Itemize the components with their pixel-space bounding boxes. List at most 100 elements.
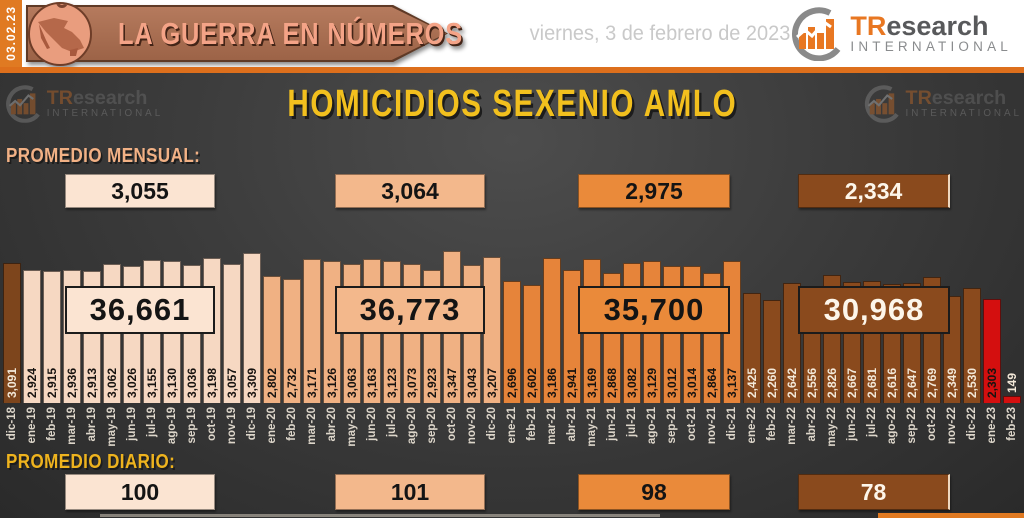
yearly-total-2019: 36,661 [65, 286, 215, 334]
bar [503, 281, 521, 403]
bar-value-label: 2,556 [805, 367, 819, 398]
bar [3, 263, 21, 403]
month-label: oct-21 [686, 407, 698, 441]
month-label: mar-19 [66, 407, 78, 445]
brand-rest: esearch [886, 11, 989, 41]
yearly-total-2022: 30,968 [798, 286, 950, 334]
tresearch-logo: TResearch INTERNATIONAL [784, 6, 1012, 62]
month-label: oct-20 [446, 407, 458, 441]
tresearch-logo-text: TResearch INTERNATIONAL [850, 13, 1012, 55]
monthly-average-label: PROMEDIO MENSUAL: [6, 145, 201, 167]
bar-value-label: 2,802 [265, 367, 279, 398]
bar-value-label: 2,681 [865, 367, 879, 398]
bar-column: 3,091 [2, 251, 22, 403]
month-label: may-21 [586, 407, 598, 447]
daily-avg-2022: 78 [798, 474, 950, 510]
month-label: dic-19 [246, 407, 258, 441]
bar-value-label: 3,063 [345, 367, 359, 398]
month-label: feb-23 [1006, 407, 1018, 441]
month-label: jul-21 [626, 407, 638, 438]
orange-divider [0, 67, 1024, 73]
month-label: abr-21 [566, 407, 578, 442]
bar-column: 2,941 [562, 251, 582, 403]
daily-avg-2019: 100 [65, 474, 215, 510]
month-label: ago-22 [886, 407, 898, 445]
mexico-map-shape [38, 18, 84, 56]
month-label: abr-22 [806, 407, 818, 442]
bar [283, 279, 301, 403]
month-label: jul-22 [866, 407, 878, 438]
bar-value-label: 3,198 [205, 367, 219, 398]
brand-tr: TR [850, 11, 887, 41]
monthly-avg-2020: 3,064 [335, 174, 485, 208]
bar-value-label: 3,012 [665, 367, 679, 398]
tresearch-brand: TResearch [850, 11, 1012, 41]
bar-value-label: 2,826 [825, 367, 839, 398]
month-label: nov-19 [226, 407, 238, 445]
bar-column: 2,696 [502, 251, 522, 403]
watermark-logo-right: TResearch INTERNATIONAL [859, 85, 1022, 123]
bar-value-label: 3,163 [365, 367, 379, 398]
bar [263, 276, 281, 403]
bar-value-label: 3,171 [305, 367, 319, 398]
bottom-edge-light [100, 514, 660, 517]
bar-value-label: 3,091 [5, 367, 19, 398]
watermark-icon [6, 85, 40, 123]
bar-column: 2,530 [962, 251, 982, 403]
month-label: feb-20 [286, 407, 298, 441]
month-label: ene-22 [746, 407, 758, 444]
month-label: dic-18 [6, 407, 18, 441]
bar-value-label: 3,082 [625, 367, 639, 398]
bar [303, 259, 321, 403]
bar-column: 3,309 [242, 251, 262, 403]
banner-pin-icon [56, 4, 68, 8]
month-label: mar-21 [546, 407, 558, 445]
bar-value-label: 2,616 [885, 367, 899, 398]
bar-value-label: 2,923 [425, 367, 439, 398]
bar [983, 299, 1001, 403]
month-label: sep-21 [666, 407, 678, 444]
bar-value-label: 3,014 [685, 367, 699, 398]
bar-column: 3,186 [542, 251, 562, 403]
bar-value-label: 2,868 [605, 367, 619, 398]
bar [543, 258, 561, 403]
bar-value-label: 149 [1005, 372, 1019, 393]
month-label: mar-22 [786, 407, 798, 445]
month-label: ago-19 [166, 407, 178, 445]
bar-column: 2,425 [742, 251, 762, 403]
month-label: nov-22 [946, 407, 958, 445]
mexico-map-icon [28, 2, 92, 66]
bar-value-label: 3,036 [185, 367, 199, 398]
bar-column: 2,732 [282, 251, 302, 403]
month-label: ago-20 [406, 407, 418, 445]
bar [23, 270, 41, 403]
bar-value-label: 3,169 [585, 367, 599, 398]
month-label: nov-21 [706, 407, 718, 445]
bar-value-label: 3,043 [465, 367, 479, 398]
bar-value-label: 3,123 [385, 367, 399, 398]
bar-column: 2,915 [42, 251, 62, 403]
month-label: feb-19 [46, 407, 58, 441]
bar [1003, 396, 1021, 403]
bar-value-label: 3,073 [405, 367, 419, 398]
month-label: sep-22 [906, 407, 918, 444]
months-row: dic-18 ene-19 feb-19 mar-19 abr-19 may-19 jun-… [2, 407, 1022, 453]
bar-value-label: 2,667 [845, 367, 859, 398]
bar [223, 264, 241, 403]
bar [523, 285, 541, 403]
bar-column: 3,171 [302, 251, 322, 403]
bar-value-label: 2,936 [65, 367, 79, 398]
header: 03.02.23 LA GUERRA EN NÚMEROS viernes, 3… [0, 0, 1024, 67]
bar-value-label: 2,924 [25, 367, 39, 398]
bar-value-label: 3,126 [325, 367, 339, 398]
daily-average-label: PROMEDIO DIARIO: [6, 451, 176, 473]
tresearch-subtitle: INTERNATIONAL [850, 39, 1012, 54]
bar-value-label: 3,026 [125, 367, 139, 398]
bar-value-label: 2,696 [505, 367, 519, 398]
tresearch-logo-icon [792, 7, 841, 61]
bar-column: 2,303 [982, 251, 1002, 403]
bar-value-label: 2,425 [745, 367, 759, 398]
bar-value-label: 3,155 [145, 367, 159, 398]
month-label: jun-19 [126, 407, 138, 441]
bar-value-label: 2,530 [965, 367, 979, 398]
